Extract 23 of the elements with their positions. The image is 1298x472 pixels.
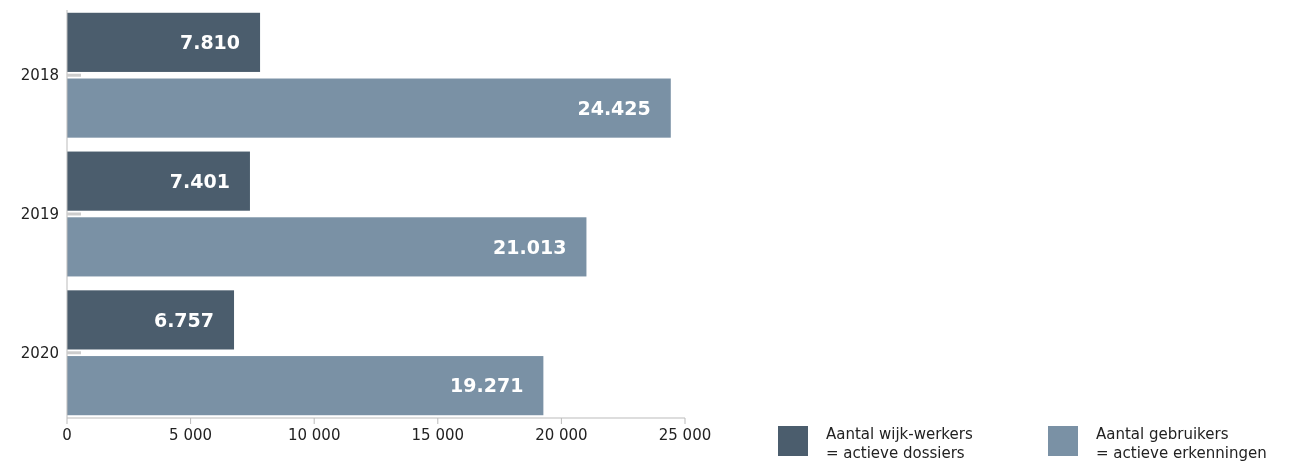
legend-label: Aantal wijk-werkers = actieve dossiers bbox=[826, 425, 973, 462]
bar bbox=[67, 290, 235, 350]
data-label: 7.401 bbox=[169, 169, 230, 192]
y-tick-label: 2018 bbox=[20, 66, 59, 85]
x-tick-label: 15 000 bbox=[411, 426, 465, 444]
x-tick-label: 5 000 bbox=[169, 426, 213, 444]
x-tick-label: 25 000 bbox=[658, 426, 712, 444]
data-label: 6.757 bbox=[153, 308, 215, 331]
legend-label: Aantal gebruikers = actieve erkenningen bbox=[1096, 425, 1267, 462]
bar bbox=[67, 78, 671, 138]
data-label: 21.013 bbox=[493, 235, 567, 258]
bar bbox=[67, 356, 544, 416]
y-tick-label: 2020 bbox=[20, 344, 59, 363]
bar bbox=[67, 151, 250, 211]
data-label: 24.425 bbox=[577, 96, 651, 119]
data-label: 7.810 bbox=[179, 31, 241, 54]
x-tick-label: 10 000 bbox=[287, 426, 341, 444]
x-tick-label: 0 bbox=[62, 426, 72, 444]
bar bbox=[67, 12, 261, 72]
x-tick-label: 20 000 bbox=[535, 426, 588, 444]
y-tick-label: 2019 bbox=[20, 205, 59, 224]
data-label: 19.271 bbox=[450, 374, 524, 397]
bar bbox=[67, 217, 587, 277]
